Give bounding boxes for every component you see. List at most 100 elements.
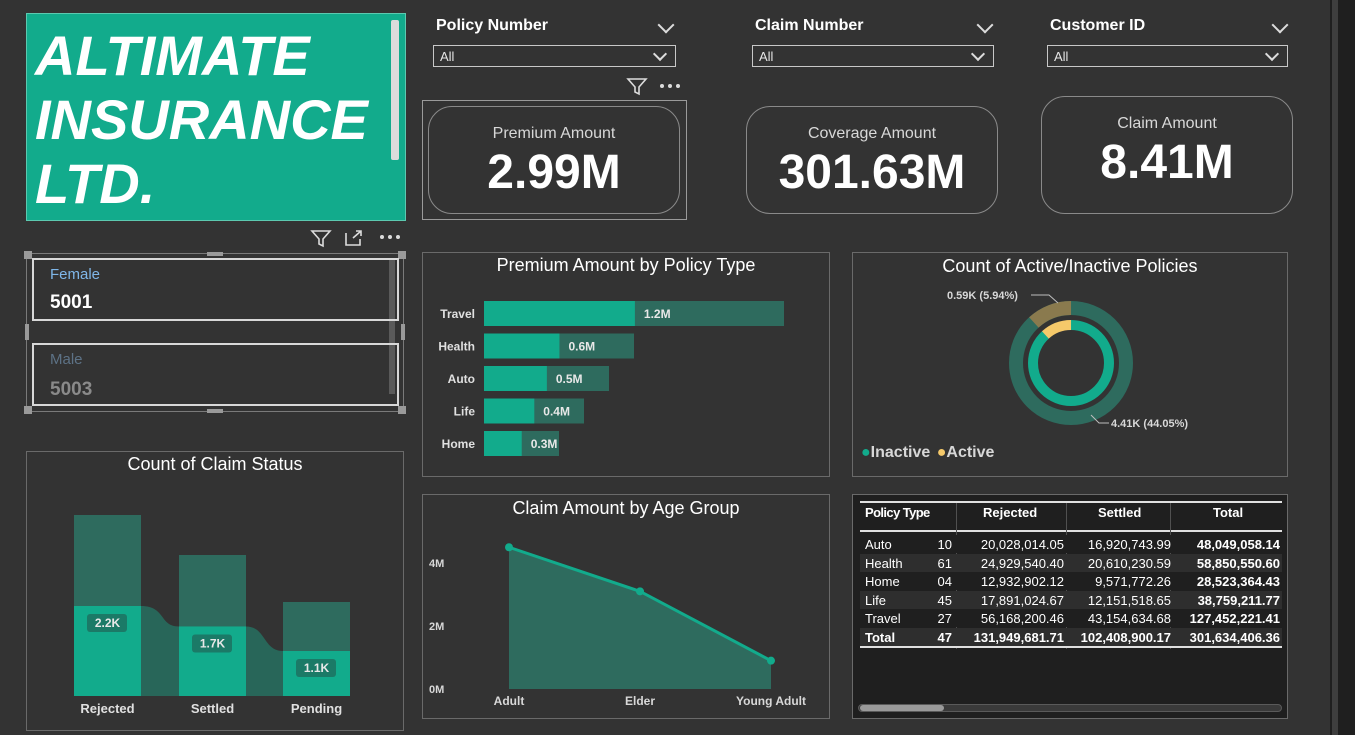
y-tick-label: 0M <box>429 684 444 696</box>
chart-title: Premium Amount by Policy Type <box>496 255 756 275</box>
leader-line <box>1031 294 1059 304</box>
table-header-settled[interactable]: Settled <box>1098 505 1142 520</box>
dropdown-value: All <box>759 49 774 64</box>
cell-value: 58,850,550.60 <box>1196 555 1280 571</box>
gender-cards-selection-frame[interactable] <box>24 251 406 414</box>
bar-category-label: Auto <box>448 372 475 386</box>
gender-card-male[interactable]: Male 5003 <box>32 343 399 406</box>
y-tick-label: 4M <box>429 558 444 570</box>
kpi-title: Coverage Amount <box>807 125 937 142</box>
gender-count: 5001 <box>50 292 93 313</box>
bar-data-label: 0.6M <box>568 340 595 354</box>
table-bottom-rule <box>860 646 1282 648</box>
company-logo: ALTIMATE INSURANCE LTD. <box>26 13 406 221</box>
premium-by-policy-type-chart[interactable]: Premium Amount by Policy Type Travel 1.2M… <box>422 252 830 477</box>
active-inactive-policies-chart[interactable]: Count of Active/Inactive Policies 0.59K … <box>852 252 1288 477</box>
donut-data-label: 0.59K (5.94%) <box>947 290 1018 302</box>
donut-slice-active <box>1028 320 1114 406</box>
chart-title: Claim Amount by Age Group <box>512 498 740 518</box>
slicer-policy-number[interactable]: Policy Number All <box>433 16 676 73</box>
premium-bar <box>484 366 547 391</box>
resize-handle[interactable] <box>398 406 406 414</box>
chart-title: Count of Claim Status <box>127 454 303 474</box>
logo-text: ALTIMATE INSURANCE LTD. <box>35 24 368 215</box>
cell-value: 38,759,211.77 <box>1197 592 1280 608</box>
cell-value: 9,571,772.26 <box>1095 574 1171 589</box>
kpi-value: 8.41M <box>1100 136 1234 189</box>
cell-value: 20,610,230.59 <box>1087 555 1171 571</box>
resize-handle[interactable] <box>401 324 405 340</box>
slicer-claim-number[interactable]: Claim Number All <box>752 16 995 73</box>
kpi-claim-amount[interactable]: Claim Amount 8.41M <box>1041 96 1293 214</box>
cell-value: 20,028,014.05 <box>980 537 1064 552</box>
donut-data-label: 4.41K (44.05%) <box>1111 418 1188 430</box>
bar-data-label: 0.3M <box>531 437 558 451</box>
cell-value: 102,408,900.17 <box>1080 629 1171 645</box>
cell-partial: 47 <box>937 629 952 645</box>
policy-number-dropdown[interactable]: All <box>433 45 676 67</box>
dropdown-value: All <box>440 49 455 64</box>
table-row[interactable]: Travel 27 56,168,200.46 43,154,634.68 127,45… <box>860 609 1282 627</box>
bar-data-label: 0.5M <box>556 372 583 386</box>
kpi-premium-amount[interactable]: Premium Amount 2.99M <box>428 106 680 214</box>
table-row[interactable]: Life 45 17,891,024.67 12,151,518.65 38,759,2… <box>860 590 1282 609</box>
cell-partial: 04 <box>937 574 952 589</box>
more-options-icon[interactable] <box>378 233 402 241</box>
resize-handle[interactable] <box>398 251 406 259</box>
cell-policy-type: Total <box>865 629 896 645</box>
table-row[interactable]: Health 61 24,929,540.40 20,610,230.59 58,850… <box>860 553 1282 572</box>
bar-category-label: Travel <box>440 307 475 321</box>
claims-matrix-table[interactable]: Policy Type Rejected Settled Total Auto 1… <box>852 494 1288 719</box>
table-header-total[interactable]: Total <box>1213 505 1244 520</box>
resize-handle[interactable] <box>25 324 29 340</box>
cell-value: 43,154,634.68 <box>1087 611 1171 626</box>
legend-inactive: Inactive <box>870 444 931 461</box>
cards-scrollbar[interactable] <box>389 258 395 394</box>
table-top-rule <box>860 501 1282 503</box>
right-pane-strip <box>1330 0 1355 735</box>
bar-category-label: Health <box>438 340 475 354</box>
x-category-label: Elder <box>625 694 655 708</box>
filter-icon[interactable] <box>310 228 332 248</box>
bar-data-label: 0.4M <box>543 405 570 419</box>
donut-outer-active <box>1009 301 1133 425</box>
slicer-customer-id[interactable]: Customer ID All <box>1047 16 1290 73</box>
filter-icon[interactable] <box>626 76 648 96</box>
slicer-label: Claim Number <box>755 17 864 34</box>
more-options-icon[interactable] <box>658 82 682 90</box>
claim-status-chart[interactable]: Count of Claim Status 2.2K Rejected 1.7K Se… <box>26 451 404 731</box>
kpi-coverage-amount[interactable]: Coverage Amount 301.63M <box>746 106 998 214</box>
focus-mode-icon[interactable] <box>344 229 364 247</box>
cell-value: 127,452,221.41 <box>1189 611 1280 626</box>
cell-partial: 61 <box>937 555 952 571</box>
slicer-label: Policy Number <box>436 17 549 34</box>
table-header-rule <box>860 530 1282 532</box>
kpi-value: 2.99M <box>487 146 621 199</box>
claim-number-dropdown[interactable]: All <box>752 45 994 67</box>
customer-id-dropdown[interactable]: All <box>1047 45 1288 67</box>
claim-by-age-group-chart[interactable]: Claim Amount by Age Group 0M 2M 4M Adult Eld… <box>422 494 830 719</box>
table-header-rejected[interactable]: Rejected <box>983 505 1038 520</box>
cell-value: 48,049,058.14 <box>1196 537 1280 552</box>
leader-line <box>1090 414 1109 424</box>
table-row[interactable]: Auto 10 20,028,014.05 16,920,743.99 48,049,0… <box>860 535 1282 553</box>
donut-svg: 0.59K (5.94%) 4.41K (44.05%) <box>947 290 1188 430</box>
logo-scrollbar[interactable] <box>391 20 399 160</box>
bar-data-label: 1.2M <box>644 307 671 321</box>
bar-category-label: Home <box>442 437 476 451</box>
kpi-value: 301.63M <box>778 146 966 199</box>
scrollbar-thumb[interactable] <box>860 705 944 711</box>
resize-handle[interactable] <box>24 251 32 259</box>
table-horizontal-scrollbar[interactable] <box>858 704 1282 712</box>
resize-handle[interactable] <box>207 409 223 413</box>
resize-handle[interactable] <box>207 252 223 256</box>
cell-partial: 10 <box>937 537 952 552</box>
gender-label: Female <box>50 266 101 283</box>
table-total-row[interactable]: Total 47 131,949,681.71 102,408,900.17 301,6… <box>860 627 1282 646</box>
table-row[interactable]: Home 04 12,932,902.12 9,571,772.26 28,523,36… <box>860 572 1282 590</box>
resize-handle[interactable] <box>24 406 32 414</box>
donut-legend: ●Inactive ●Active <box>861 444 995 461</box>
gender-card-female[interactable]: Female 5001 <box>32 258 399 321</box>
table-header-policy-type[interactable]: Policy Type <box>865 505 930 520</box>
age-area-fill <box>509 547 771 689</box>
